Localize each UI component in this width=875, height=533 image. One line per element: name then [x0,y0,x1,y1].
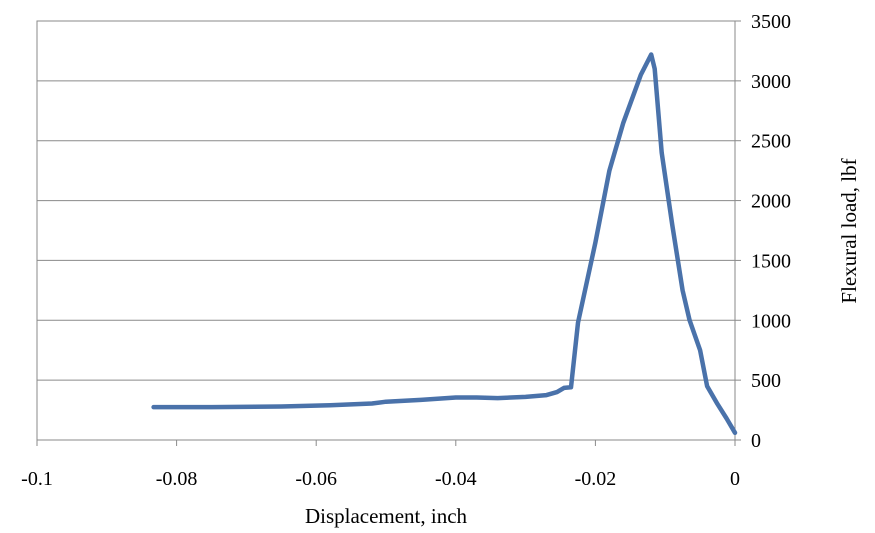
series-line-1 [151,52,738,436]
x-tick-label: -0.04 [435,468,477,490]
y-tick-label: 3500 [751,11,791,33]
series-layer [151,52,738,436]
plot-area-frame [36,20,736,441]
y-tick-label: 3000 [751,71,791,93]
x-axis: -0.1 -0.08 -0.06 -0.04 -0.02 0 [21,440,740,490]
grid-lines [37,80,735,381]
x-tick-label: -0.02 [575,468,617,490]
y-tick-label: 1000 [751,310,791,332]
y-tick-label: 1500 [751,250,791,272]
y-tick-label: 500 [751,370,781,392]
y-tick-label: 0 [751,430,761,452]
x-tick-label: -0.1 [21,468,53,490]
x-tick-label: -0.06 [295,468,337,490]
x-tick-label: 0 [730,468,740,490]
y-tick-label: 2500 [751,131,791,153]
x-axis-title: Displacement, inch [305,504,468,528]
y-axis-title: Flexural load, lbf [837,158,861,303]
y-tick-label: 2000 [751,191,791,213]
y-axis: 0 500 1000 1500 2000 2500 3000 3500 [735,11,791,452]
x-tick-label: -0.08 [156,468,198,490]
